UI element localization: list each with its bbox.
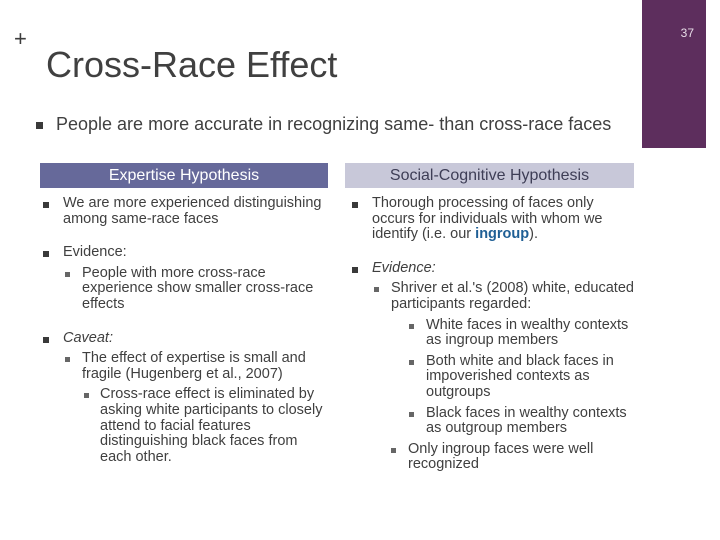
bullet-icon bbox=[43, 202, 49, 208]
right-subsub-bullet-text: Black faces in wealthy contexts as outgr… bbox=[426, 404, 627, 437]
bullet-icon bbox=[352, 266, 358, 273]
bullet-icon bbox=[352, 202, 358, 208]
right-subsub-bullet: White faces in wealthy contexts as ingro… bbox=[391, 316, 639, 349]
left-sub-bullet-text: The effect of expertise is small and fra… bbox=[82, 350, 306, 382]
expertise-hypothesis-header: Expertise Hypothesis bbox=[40, 163, 328, 188]
right-sub-bullet: Only ingroup faces were well recognized bbox=[372, 440, 639, 473]
bullet-icon bbox=[36, 122, 43, 129]
left-bullet-1: We are more experienced distinguishing a… bbox=[40, 195, 330, 227]
sub-bullet-icon bbox=[391, 447, 396, 453]
bullet-icon bbox=[43, 251, 49, 258]
ingroup-keyword: ingroup bbox=[475, 226, 530, 243]
right-subsub-bullet-text: White faces in wealthy contexts as ingro… bbox=[426, 316, 629, 349]
left-bullet-3-text: Caveat: bbox=[63, 329, 113, 346]
left-subsub-bullet-text: Cross-race effect is eliminated by askin… bbox=[100, 386, 323, 465]
sub-bullet-icon bbox=[84, 393, 89, 399]
sub-bullet-icon bbox=[374, 287, 379, 293]
right-bullet-2-text: Evidence: bbox=[372, 259, 436, 276]
right-sub-bullet-text: Only ingroup faces were well recognized bbox=[408, 440, 594, 473]
left-subsub-bullet: Cross-race effect is eliminated by askin… bbox=[82, 387, 330, 465]
right-sub-bullet-text: Shriver et al.'s (2008) white, educated … bbox=[391, 280, 634, 312]
left-bullet-3: Caveat: The effect of expertise is small… bbox=[40, 329, 330, 466]
right-subsub-bullet-text: Both white and black faces in impoverish… bbox=[426, 352, 614, 400]
left-column: We are more experienced distinguishing a… bbox=[40, 195, 330, 466]
page-number-bar bbox=[642, 0, 706, 148]
right-bullet-2: Evidence: Shriver et al.'s (2008) white,… bbox=[349, 259, 639, 473]
sub-bullet-icon bbox=[65, 271, 70, 277]
left-bullet-2: Evidence: People with more cross-race ex… bbox=[40, 245, 330, 312]
left-sub-bullet: People with more cross-race experience s… bbox=[63, 264, 330, 313]
left-sub-bullet: The effect of expertise is small and fra… bbox=[63, 350, 330, 465]
bullet-icon bbox=[43, 336, 49, 343]
lead-bullet: People are more accurate in recognizing … bbox=[36, 114, 636, 135]
right-subsub-bullet: Both white and black faces in impoverish… bbox=[391, 352, 639, 401]
plus-icon: + bbox=[14, 26, 27, 51]
right-bullet-1-text: Thorough processing of faces only occurs… bbox=[372, 195, 603, 243]
right-sub-bullet: Shriver et al.'s (2008) white, educated … bbox=[372, 281, 639, 436]
sub-bullet-icon bbox=[65, 357, 70, 363]
slide-title: Cross-Race Effect bbox=[46, 44, 338, 85]
right-subsub-bullet: Black faces in wealthy contexts as outgr… bbox=[391, 404, 639, 437]
social-cognitive-hypothesis-header: Social-Cognitive Hypothesis bbox=[345, 163, 634, 188]
sub-bullet-icon bbox=[409, 411, 414, 417]
page-number: 37 bbox=[680, 26, 694, 40]
right-column: Thorough processing of faces only occurs… bbox=[349, 195, 639, 473]
sub-bullet-icon bbox=[409, 323, 414, 329]
lead-bullet-text: People are more accurate in recognizing … bbox=[56, 114, 612, 134]
sub-bullet-icon bbox=[409, 359, 414, 365]
right-bullet-1: Thorough processing of faces only occurs… bbox=[349, 195, 639, 243]
left-bullet-2-text: Evidence: bbox=[63, 244, 127, 261]
left-bullet-1-text: We are more experienced distinguishing a… bbox=[63, 195, 322, 227]
left-sub-bullet-text: People with more cross-race experience s… bbox=[82, 264, 314, 312]
